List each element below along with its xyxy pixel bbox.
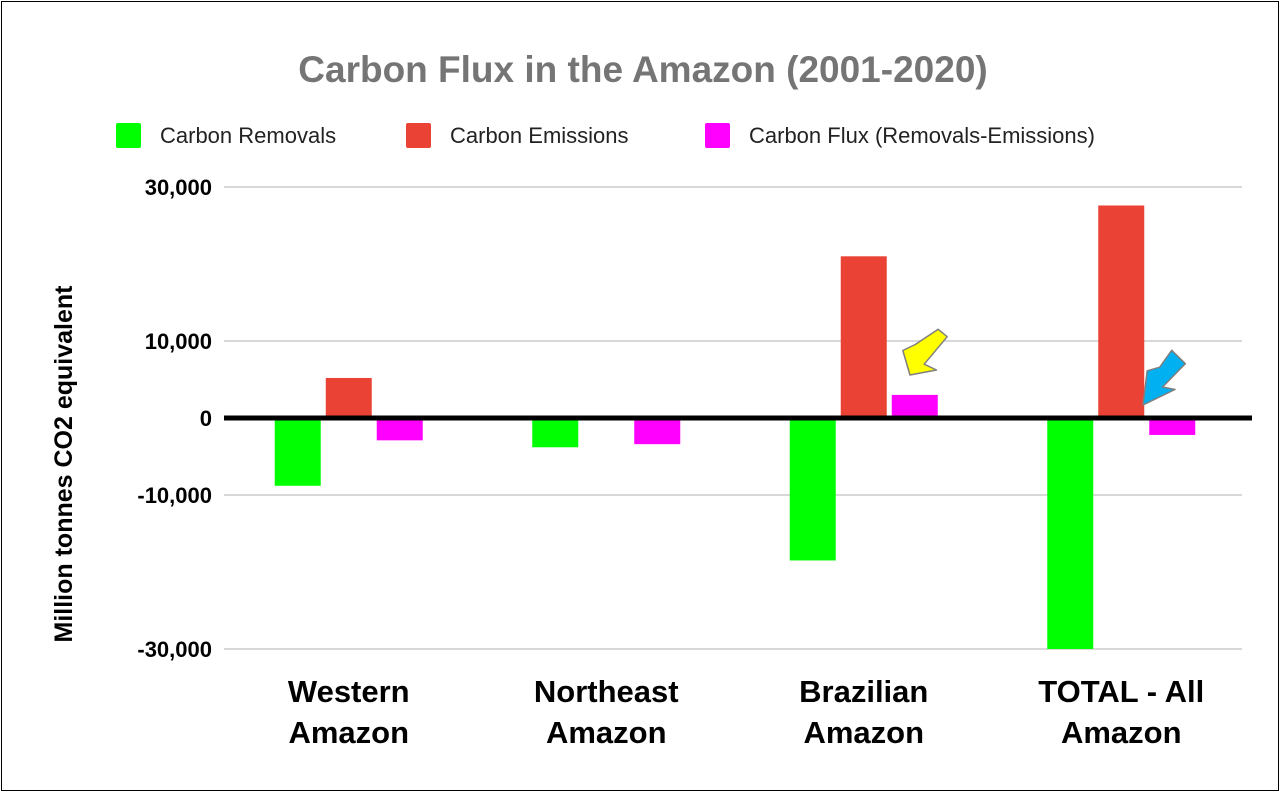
bar-emissions-3 [1098, 205, 1145, 418]
legend-label-carbon-removals: Carbon Removals [160, 123, 336, 148]
x-tick-label-0-line-1: Amazon [288, 715, 409, 750]
legend-swatch-carbon-emissions [406, 123, 431, 148]
x-tick-label-3-line-1: Amazon [1061, 715, 1182, 750]
bar-emissions-0 [325, 377, 372, 418]
x-tick-label-2: Brazilian Amazon [799, 674, 928, 750]
x-tick-label-0-line-0: Western [288, 674, 410, 709]
y-axis-ticks: 30,000 10,000 0 -10,000 -30,000 [137, 175, 212, 662]
legend-swatch-carbon-removals [116, 123, 141, 148]
x-tick-label-1-line-1: Amazon [546, 715, 667, 750]
y-tick-label-2: 0 [200, 406, 212, 431]
legend-item-carbon-removals: Carbon Removals [116, 123, 336, 148]
chart-title: Carbon Flux in the Amazon (2001-2020) [298, 49, 987, 90]
legend: Carbon Removals Carbon Emissions Carbon … [116, 123, 1095, 148]
x-tick-label-2-line-0: Brazilian [799, 674, 928, 709]
bar-emissions-2 [840, 256, 887, 418]
yellow-arrow-icon [902, 328, 948, 376]
bar-flux-1 [634, 418, 681, 445]
legend-item-carbon-flux: Carbon Flux (Removals-Emissions) [705, 123, 1095, 148]
legend-label-carbon-emissions: Carbon Emissions [450, 123, 629, 148]
x-tick-label-3-line-0: TOTAL - All [1038, 674, 1204, 709]
y-axis-label: Million tonnes CO2 equivalent [50, 285, 78, 643]
legend-swatch-carbon-flux [705, 123, 730, 148]
bar-flux-0 [376, 418, 423, 441]
x-tick-label-0: Western Amazon [288, 674, 410, 750]
y-tick-label-4: -30,000 [137, 637, 212, 662]
legend-item-carbon-emissions: Carbon Emissions [406, 123, 629, 148]
bar-removals-1 [532, 418, 579, 448]
bar-removals-3 [1047, 418, 1094, 649]
x-tick-label-1: Northeast Amazon [534, 674, 679, 750]
x-tick-label-1-line-0: Northeast [534, 674, 679, 709]
y-tick-label-0: 30,000 [145, 175, 212, 200]
y-tick-label-3: -10,000 [137, 483, 212, 508]
x-axis-ticks: Western Amazon Northeast Amazon Brazilian Ama… [288, 674, 1204, 750]
blue-arrow-icon [1142, 349, 1187, 406]
x-tick-label-3: TOTAL - All Amazon [1038, 674, 1204, 750]
bars [274, 205, 1196, 649]
bar-flux-2 [891, 394, 938, 418]
x-tick-label-2-line-1: Amazon [803, 715, 924, 750]
bar-flux-3 [1149, 418, 1196, 435]
bar-removals-0 [274, 418, 321, 486]
bar-removals-2 [789, 418, 836, 561]
legend-label-carbon-flux: Carbon Flux (Removals-Emissions) [749, 123, 1095, 148]
y-tick-label-1: 10,000 [145, 329, 212, 354]
